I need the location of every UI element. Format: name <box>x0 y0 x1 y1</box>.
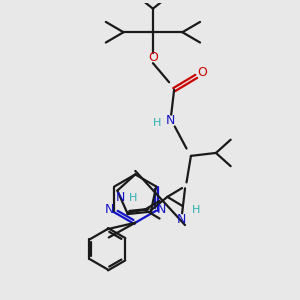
Text: N: N <box>116 191 126 205</box>
Text: H: H <box>129 193 138 203</box>
Text: N: N <box>177 213 186 226</box>
Text: N: N <box>166 114 175 127</box>
Text: N: N <box>104 203 114 216</box>
Text: O: O <box>197 66 207 79</box>
Text: O: O <box>148 51 158 64</box>
Text: H: H <box>153 118 161 128</box>
Text: N: N <box>157 203 166 216</box>
Text: H: H <box>192 205 200 215</box>
